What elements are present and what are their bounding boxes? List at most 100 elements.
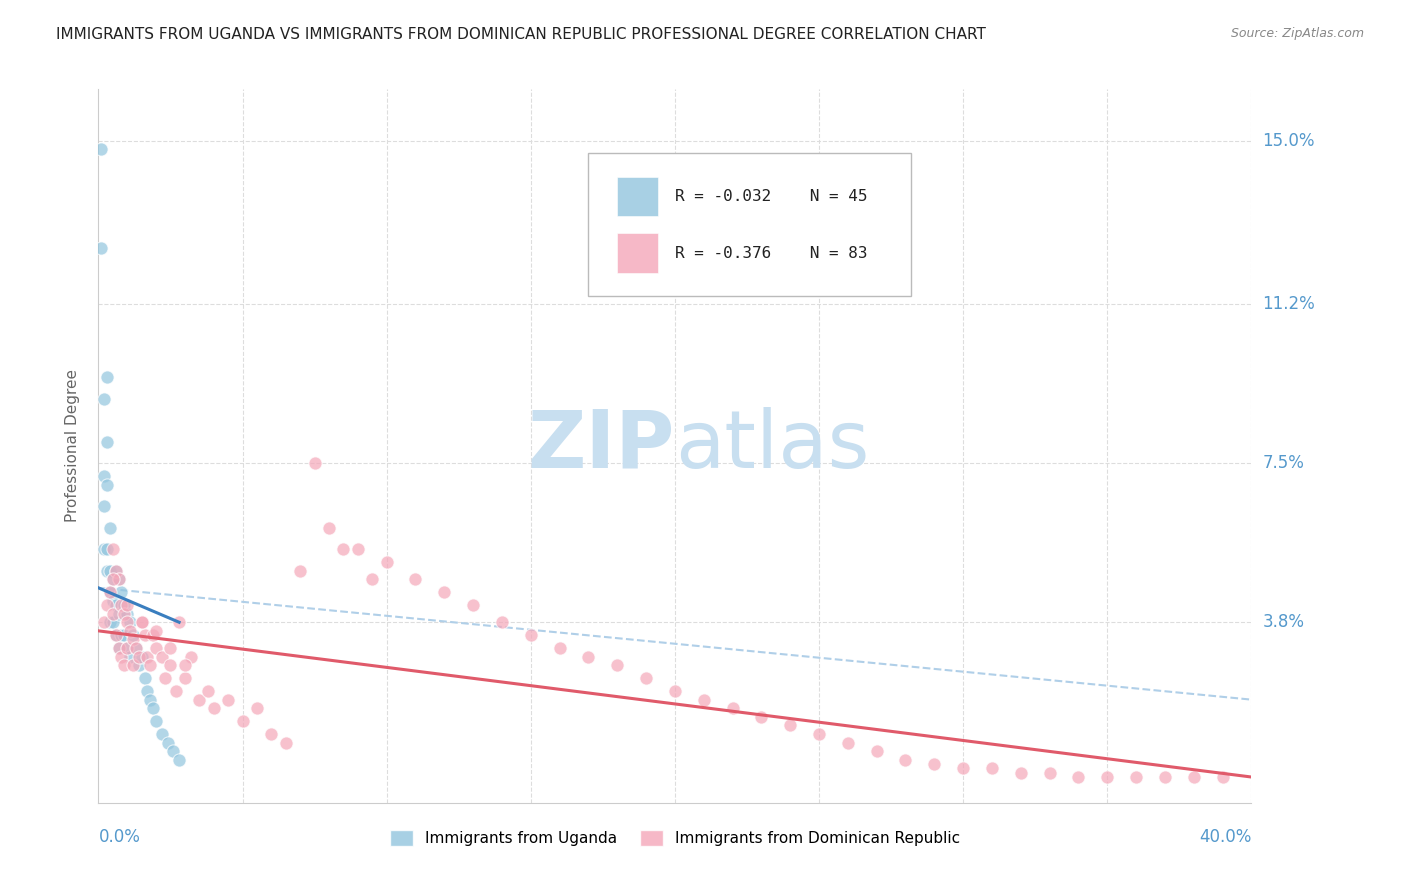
Point [101, 593, 124, 607]
Point [136, 684, 159, 698]
Point [104, 564, 127, 578]
Point [332, 542, 354, 557]
Point [150, 727, 173, 741]
Point [693, 692, 716, 706]
Point [1039, 765, 1062, 780]
Point [125, 641, 148, 656]
Text: 40.0%: 40.0% [1199, 828, 1251, 846]
Point [101, 572, 124, 586]
Point [197, 684, 219, 698]
Point [150, 649, 173, 664]
Point [433, 585, 456, 599]
Point [96, 477, 118, 491]
Point [1067, 770, 1090, 784]
Point [96, 370, 118, 384]
Point [139, 692, 162, 706]
Point [107, 572, 129, 586]
Point [107, 641, 129, 656]
Point [491, 615, 513, 630]
Point [578, 649, 600, 664]
Point [117, 607, 139, 621]
Point [117, 641, 139, 656]
Text: 15.0%: 15.0% [1263, 132, 1315, 150]
Text: R = -0.376    N = 83: R = -0.376 N = 83 [675, 245, 868, 260]
Text: Source: ZipAtlas.com: Source: ZipAtlas.com [1230, 27, 1364, 40]
Point [156, 736, 179, 750]
Point [202, 701, 225, 715]
Text: 0.0%: 0.0% [98, 828, 141, 846]
Point [606, 658, 628, 673]
Point [112, 658, 135, 673]
Point [924, 757, 946, 772]
Point [101, 542, 124, 557]
Point [110, 628, 132, 642]
Point [866, 744, 889, 758]
Point [120, 624, 142, 638]
Point [117, 615, 139, 630]
Point [93, 499, 115, 513]
Point [131, 649, 153, 664]
Point [375, 555, 398, 569]
Point [167, 615, 190, 630]
Point [174, 671, 197, 685]
Legend: Immigrants from Uganda, Immigrants from Dominican Republic: Immigrants from Uganda, Immigrants from … [384, 824, 966, 852]
FancyBboxPatch shape [589, 153, 911, 296]
FancyBboxPatch shape [617, 177, 658, 216]
Text: 11.2%: 11.2% [1263, 295, 1315, 313]
Point [894, 753, 917, 767]
Point [128, 658, 150, 673]
Point [808, 727, 831, 741]
Point [162, 744, 184, 758]
Point [1097, 770, 1119, 784]
Point [664, 684, 686, 698]
Text: R = -0.032    N = 45: R = -0.032 N = 45 [675, 189, 868, 204]
Point [122, 658, 145, 673]
Point [112, 607, 135, 621]
Point [134, 628, 156, 642]
Point [120, 615, 142, 630]
Point [361, 572, 384, 586]
Point [217, 692, 239, 706]
Point [131, 615, 153, 630]
Point [461, 598, 484, 612]
Point [636, 671, 658, 685]
Point [1182, 770, 1205, 784]
Point [159, 641, 181, 656]
Y-axis label: Professional Degree: Professional Degree [65, 369, 80, 523]
Point [120, 649, 142, 664]
Point [167, 753, 190, 767]
Point [142, 628, 165, 642]
Point [274, 736, 297, 750]
Point [346, 542, 368, 557]
Point [107, 572, 129, 586]
Point [96, 564, 118, 578]
Point [134, 671, 156, 685]
Point [125, 641, 148, 656]
Point [318, 521, 340, 535]
Point [159, 658, 181, 673]
Point [93, 615, 115, 630]
Text: 3.8%: 3.8% [1263, 614, 1305, 632]
Point [188, 692, 211, 706]
Point [93, 392, 115, 406]
Point [104, 628, 127, 642]
Point [520, 628, 543, 642]
Point [952, 761, 974, 775]
Point [101, 615, 124, 630]
Point [117, 641, 139, 656]
Point [1010, 765, 1032, 780]
Point [721, 701, 744, 715]
Point [98, 615, 121, 630]
Text: 7.5%: 7.5% [1263, 454, 1305, 472]
Point [1154, 770, 1177, 784]
Point [93, 542, 115, 557]
Point [751, 710, 773, 724]
Point [290, 564, 312, 578]
Point [405, 572, 427, 586]
Point [145, 624, 167, 638]
Point [117, 598, 139, 612]
Point [142, 701, 165, 715]
Point [112, 628, 135, 642]
Point [246, 701, 269, 715]
FancyBboxPatch shape [617, 234, 658, 273]
